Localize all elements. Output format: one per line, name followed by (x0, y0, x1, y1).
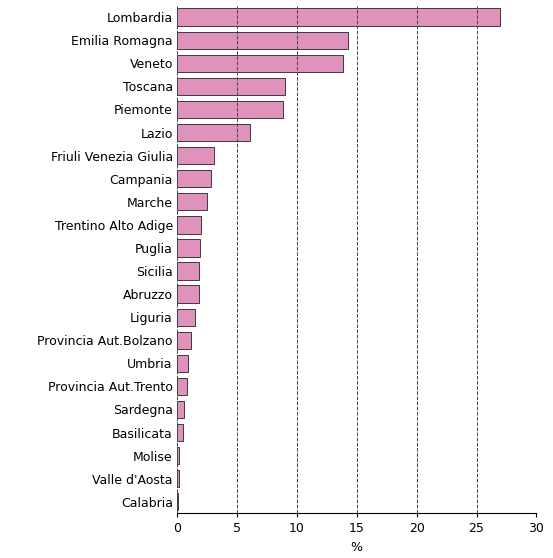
Bar (177, 355, 187, 372)
Bar (177, 424, 183, 441)
Bar (177, 493, 178, 511)
Bar (177, 8, 500, 26)
Bar (177, 239, 200, 257)
Bar (177, 331, 191, 349)
Bar (177, 286, 199, 303)
Bar (177, 32, 348, 49)
Bar (177, 124, 250, 141)
Bar (177, 262, 200, 280)
Bar (177, 55, 343, 72)
Bar (177, 447, 180, 464)
Bar (177, 78, 285, 95)
Bar (177, 193, 207, 210)
Bar (177, 101, 283, 118)
Bar (177, 309, 195, 326)
Bar (177, 216, 201, 233)
Bar (177, 147, 213, 164)
Bar (177, 401, 184, 418)
Bar (177, 170, 211, 187)
Bar (177, 378, 187, 395)
X-axis label: %: % (351, 541, 363, 554)
Bar (177, 470, 179, 487)
